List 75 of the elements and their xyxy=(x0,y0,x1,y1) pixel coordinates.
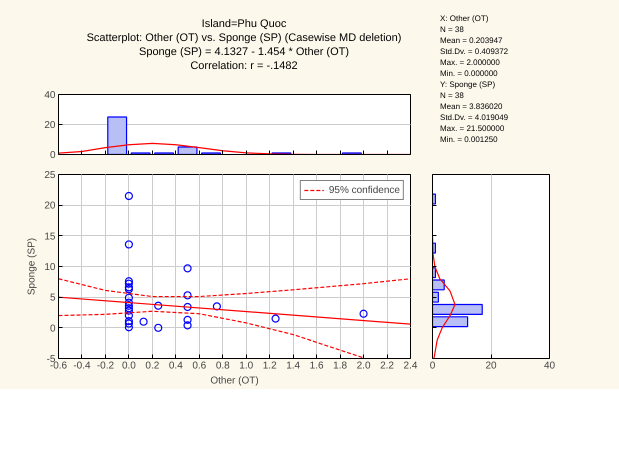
point xyxy=(124,319,133,328)
point xyxy=(124,323,133,332)
text: Sponge (SP) = 4.1327 - 1.454 * Other (OT) xyxy=(138,45,350,59)
y-tick-label: 0 xyxy=(50,150,56,161)
point xyxy=(124,240,133,249)
text: Std.Dv. = 4.019049 xyxy=(440,112,508,123)
x-tick-label: 2.4 xyxy=(404,360,418,372)
x-tick-label: 1.4 xyxy=(286,360,301,372)
x-tick-label: 1.8 xyxy=(333,360,348,372)
point xyxy=(183,321,192,330)
y-tick-label: 25 xyxy=(44,170,56,181)
point xyxy=(154,324,162,332)
x-tick-label: 2.0 xyxy=(356,360,371,372)
chart-subtitle: Scatterplot: Other (OT) vs. Sponge (SP) (Casewise MD deletion) xyxy=(86,31,402,45)
x-tick-label: 1.0 xyxy=(239,360,254,372)
point xyxy=(359,310,368,318)
y-tick-label: 40 xyxy=(44,90,56,101)
y-tick-label: 0 xyxy=(50,323,56,334)
text: Mean = 0.203947 xyxy=(440,35,504,46)
point xyxy=(124,277,133,286)
point xyxy=(124,192,133,200)
text: X: Other (OT) xyxy=(440,13,490,24)
point xyxy=(124,283,133,292)
x-tick-label: 0.0 xyxy=(122,360,136,372)
y-tick-label: 5 xyxy=(50,292,56,304)
x-tick-label: 0.6 xyxy=(192,360,207,372)
y-tick-label: 20 xyxy=(44,200,56,212)
y-tick-label: 20 xyxy=(44,120,56,131)
point xyxy=(183,291,192,300)
x-tick-label: -0.4 xyxy=(73,360,92,372)
point xyxy=(124,280,133,288)
text: Min. = 0.000000 xyxy=(440,68,499,79)
point xyxy=(183,264,192,272)
x-tick-label: 0.2 xyxy=(145,360,160,372)
y-tick-label: 15 xyxy=(44,231,56,242)
x-tick-label: -0.2 xyxy=(96,360,114,372)
point xyxy=(124,311,133,320)
point xyxy=(124,302,133,310)
point xyxy=(124,298,133,307)
point xyxy=(124,304,133,312)
text: Correlation: r = -.1482 xyxy=(189,59,299,73)
x-tick-label: 0.4 xyxy=(168,360,184,372)
text: Min. = 0.001250 xyxy=(440,134,499,145)
text: N = 38 xyxy=(440,90,465,101)
point xyxy=(124,285,133,294)
x-tick-label: 1.6 xyxy=(310,360,324,372)
point xyxy=(154,302,162,310)
y-axis-title: Sponge (SP) xyxy=(26,238,38,296)
point xyxy=(212,302,221,310)
x-tick-label: 1.2 xyxy=(262,360,278,372)
line-series xyxy=(58,310,364,358)
point xyxy=(124,316,133,326)
x-tick-label: 2.2 xyxy=(380,360,394,372)
text: Max. = 2.000000 xyxy=(440,57,501,68)
text: N = 38 xyxy=(440,24,465,35)
x-tick-label: 0 xyxy=(430,360,436,372)
line-series xyxy=(58,278,410,298)
text: Mean = 3.836020 xyxy=(440,101,504,112)
point xyxy=(139,318,148,326)
text: Std.Dv. = 0.409372 xyxy=(440,46,508,57)
point xyxy=(183,302,192,312)
y-tick-label: 10 xyxy=(44,262,56,273)
x-axis-title: Other (OT) xyxy=(210,376,259,386)
chart-title: Island=Phu Quoc xyxy=(200,17,288,31)
text: Max. = 21.500000 xyxy=(440,123,506,134)
x-tick-label: -0.6 xyxy=(50,360,68,372)
x-tick-label: 0.8 xyxy=(216,360,230,372)
x-tick-label: 40 xyxy=(544,360,556,372)
x-tick-label: 20 xyxy=(485,360,497,372)
point xyxy=(124,306,133,315)
point xyxy=(183,316,192,324)
point xyxy=(271,314,280,323)
text: Y: Sponge (SP) xyxy=(440,79,496,90)
legend-label: 95% confidence xyxy=(328,184,400,196)
point xyxy=(124,294,133,302)
